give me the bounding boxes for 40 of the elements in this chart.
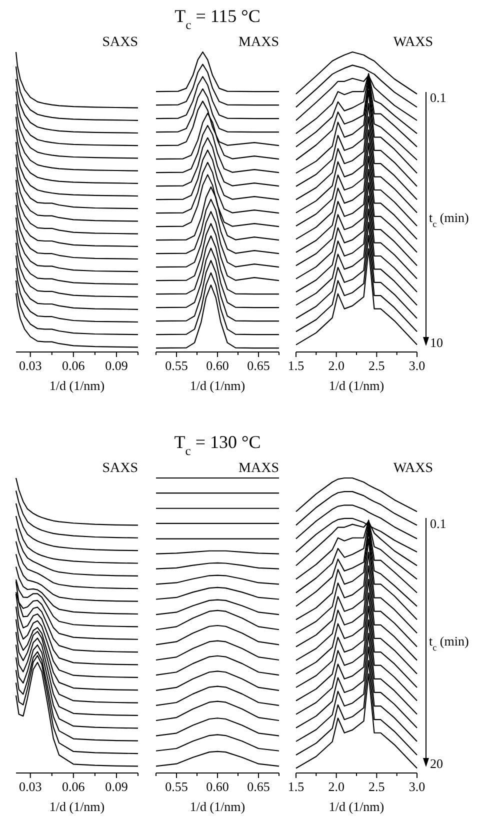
- text: 0.1: [430, 90, 446, 105]
- text: SAXS: [102, 461, 138, 476]
- x-axis-title: 1/d (1/nm): [190, 378, 246, 393]
- x-tick-label: 2.0: [328, 358, 344, 373]
- x-tick-label: 3.0: [408, 358, 426, 373]
- x-tick-label: 0.55: [165, 779, 188, 794]
- x-tick-label: 0.06: [62, 358, 86, 373]
- x-axis-title: 1/d (1/nm): [328, 378, 384, 393]
- text: t$_{c}$ (min): [429, 634, 469, 652]
- x-tick-label: 0.09: [105, 358, 128, 373]
- text: MAXS: [238, 461, 279, 476]
- x-tick-label: 0.60: [206, 779, 229, 794]
- text: t$_{c}$ (min): [429, 210, 469, 229]
- x-axis-title: 1/d (1/nm): [49, 378, 105, 393]
- x-tick-label: 2.5: [368, 358, 385, 373]
- x-tick-label: 0.09: [105, 779, 128, 794]
- text: SAXS: [102, 35, 138, 50]
- x-tick-label: 1.5: [288, 779, 304, 794]
- x-tick-label: 0.55: [165, 358, 188, 373]
- x-tick-label: 3.0: [408, 779, 426, 794]
- x-tick-label: 0.65: [247, 779, 270, 794]
- x-tick-label: 0.03: [18, 358, 42, 373]
- x-tick-label: 2.0: [328, 779, 344, 794]
- x-tick-label: 0.03: [18, 779, 42, 794]
- x-axis-title: 1/d (1/nm): [328, 799, 384, 814]
- text: MAXS: [238, 35, 279, 50]
- text: 0.1: [430, 516, 446, 531]
- text: WAXS: [393, 461, 433, 476]
- chart-title: T$_{c}$ = 115 °C: [174, 6, 260, 32]
- x-tick-label: 1.5: [288, 358, 304, 373]
- text: 20: [430, 756, 443, 771]
- x-tick-label: 0.06: [62, 779, 86, 794]
- chart-title: T$_{c}$ = 130 °C: [174, 432, 261, 458]
- x-axis-title: 1/d (1/nm): [49, 799, 105, 814]
- text: WAXS: [393, 35, 433, 50]
- x-tick-label: 0.60: [206, 358, 229, 373]
- x-axis-title: 1/d (1/nm): [190, 799, 246, 814]
- text: 10: [430, 335, 443, 350]
- x-tick-label: 2.5: [368, 779, 385, 794]
- x-tick-label: 0.65: [247, 358, 270, 373]
